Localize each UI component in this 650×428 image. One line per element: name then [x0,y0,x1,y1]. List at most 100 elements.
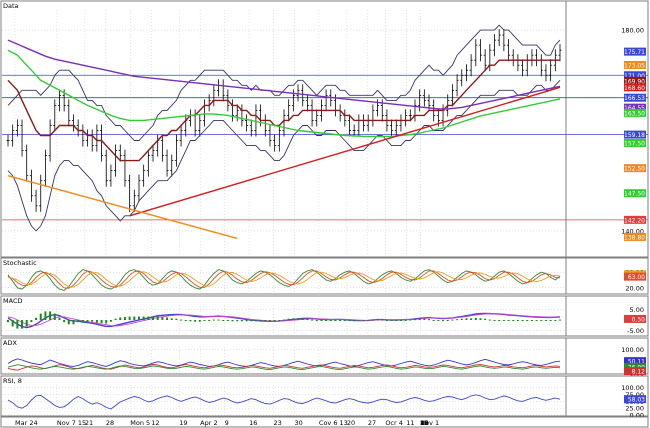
macd-hist-bar [404,320,407,321]
macd-hist-bar [259,320,262,322]
price-series-ma_short [7,59,560,162]
macd-hist-bar [559,319,561,321]
macd-hist-bar [170,318,173,320]
rsi-tick-label: 25.00 [625,405,644,413]
macd-hist-bar [385,320,388,321]
x-tick-label: 25 [420,419,428,427]
macd-hist-bar [156,316,159,320]
macd-hist-bar [348,320,351,321]
price-value-tag-label: 171.00 [624,73,645,80]
price-value-tag [624,164,646,173]
price-value-tag-label: 166.53 [624,95,645,102]
x-tick-label: 16 [249,419,257,427]
x-tick-label: 23 [274,419,282,427]
macd-hist-bar [203,320,206,321]
macd-hist-bar [67,320,70,325]
rsi-value-tag [624,395,646,404]
macd-hist-bar [25,320,28,327]
adx-frame [0,337,649,375]
price-value-tag [624,108,646,117]
price-value-tag-label: 175.71 [624,49,645,56]
price-series-ma_long [7,39,561,110]
price-value-tag [624,232,646,241]
x-tick-label: 29 [420,419,428,427]
adx-tick-label: 100.00 [621,346,644,354]
macd-hist-bar [479,318,482,320]
macd-hist-bar [399,320,402,321]
macd-hist-bar [81,320,84,323]
stochastic-panel-label: Stochastic [3,259,37,267]
macd-hist-bar [484,318,487,320]
macd-hist-bar [442,320,445,321]
macd-hist-bar [493,320,496,321]
price-value-tag [624,71,646,80]
macd-hist-bar [432,320,435,321]
stochastic-series-d [7,270,561,289]
macd-hist-bar [554,320,557,321]
macd-value-tag-label: 0.50 [632,316,646,323]
price-trendline [7,174,238,240]
macd-hist-bar [474,317,477,320]
x-tick-label: 21 [85,419,93,427]
macd-hist-bar [72,320,75,325]
macd-hist-bar [245,320,248,322]
price-value-tag [624,130,646,139]
macd-hist-bar [268,320,271,321]
price-value-tag-label: 164.55 [624,105,645,112]
price-panel-label: Data [3,2,19,10]
rsi-tick-label: 75.00 [625,391,644,399]
macd-hist-bar [413,319,416,321]
macd-hist-bar [297,318,300,320]
macd-hist-bar [470,318,473,320]
macd-hist-bar [353,320,356,322]
macd-hist-bar [287,318,290,320]
x-tick-label: Apr 2 [200,419,217,427]
macd-hist-bar [264,320,267,321]
x-tick-label: 20 [347,419,355,427]
macd-frame [0,295,649,337]
macd-hist-bar [142,316,145,320]
stochastic-series-k [7,269,561,291]
macd-hist-bar [58,317,61,320]
price-tick-label: 140.00 [621,227,644,235]
macd-hist-bar [123,317,126,320]
macd-hist-bar [208,320,211,321]
macd-hist-bar [334,320,337,321]
macd-value-tag [624,314,646,323]
adx-series-di_minus [7,364,561,371]
price-value-tag-label: 152.50 [624,166,645,173]
macd-hist-bar [390,320,393,321]
macd-hist-bar [357,320,360,321]
macd-hist-bar [456,319,459,321]
macd-hist-bar [240,320,243,322]
macd-hist-bar [100,320,103,323]
macd-hist-bar [395,320,398,321]
macd-hist-bar [236,320,239,322]
x-tick-label: Cov 6 13 [319,419,348,427]
rsi-frame [0,375,649,417]
macd-hist-bar [128,316,131,320]
macd-hist-bar [39,313,42,320]
x-tick-label: 22 [420,419,428,427]
macd-panel-label: MACD [3,297,22,305]
stochastic-value-tag-label: 63.00 [628,274,645,281]
macd-hist-bar [521,320,524,321]
x-tick-label: Nov 7 15 [57,419,86,427]
adx-value-tag [624,362,646,371]
macd-hist-bar [226,320,229,321]
adx-value-tag-label: 50.11 [628,359,645,366]
price-value-tag-label: 169.90 [624,78,645,85]
x-tick-label: 8 [420,419,424,427]
adx-value-tag [624,367,646,376]
rsi-value-tag-label: 58.03 [628,397,645,404]
macd-hist-bar [339,320,342,321]
macd-hist-bar [95,320,98,323]
price-value-tag [624,76,646,85]
macd-hist-bar [250,320,253,322]
price-value-tag-label: 147.50 [624,191,645,198]
adx-panel-label: ADX [3,339,17,347]
macd-hist-bar [44,311,47,320]
macd-hist-bar [428,319,431,321]
macd-hist-bar [217,319,220,321]
